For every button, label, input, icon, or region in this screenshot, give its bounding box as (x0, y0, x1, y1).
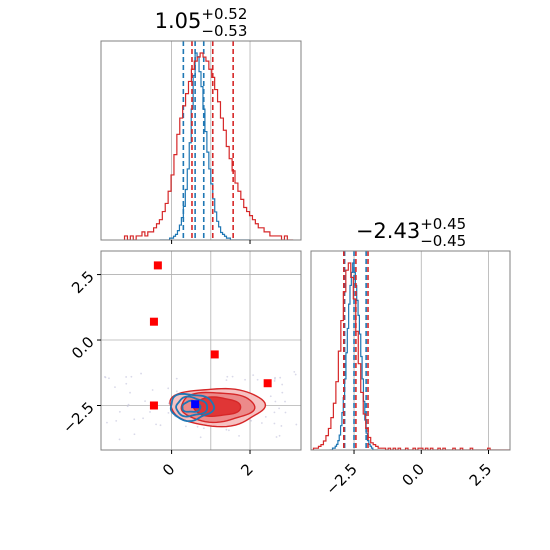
sample-point (252, 374, 255, 377)
sample-point (256, 378, 259, 381)
sample-point (106, 421, 108, 424)
sample-point (274, 376, 276, 379)
red-marker (210, 350, 219, 359)
sample-point (273, 411, 276, 414)
joint-panel-content (104, 261, 298, 441)
sample-point (104, 376, 107, 379)
joint-x-tick-label: 0 (159, 460, 178, 479)
sample-point (114, 386, 116, 389)
sample-point (175, 390, 178, 393)
red-hist-param1 (123, 52, 294, 240)
sample-point (280, 425, 283, 427)
top-panel-grid (171, 41, 251, 240)
sample-point (273, 422, 276, 425)
right-x-tick-label: −2.5 (322, 460, 360, 498)
sample-point (279, 376, 282, 379)
sample-point (281, 383, 284, 386)
sample-point (225, 428, 228, 431)
sample-point (199, 436, 202, 439)
sample-point (294, 373, 297, 376)
sample-point (244, 378, 246, 381)
sample-point (250, 419, 253, 422)
sample-point (284, 400, 286, 403)
sample-point (167, 411, 170, 414)
sample-point (140, 372, 142, 375)
sample-point (167, 402, 170, 405)
sample-point (226, 375, 229, 378)
param2-title: −2.43+0.45 −0.45 (356, 215, 466, 250)
sample-point (293, 370, 296, 373)
joint-x-tick-label: 2 (237, 460, 256, 479)
joint-y-tick-label: 0.0 (68, 333, 98, 363)
sample-point (269, 395, 272, 398)
sample-point (202, 427, 205, 430)
sample-point (118, 410, 121, 413)
sample-point (125, 376, 128, 378)
sample-point (264, 416, 267, 418)
blue-hist-param1 (159, 52, 251, 240)
top-panel-frame (100, 40, 302, 241)
right-panel-frame (310, 250, 511, 451)
sample-point (196, 425, 199, 428)
sample-point (115, 420, 118, 422)
right-x-tick-label: 2.5 (466, 460, 496, 490)
sample-point (133, 418, 136, 421)
sample-point (275, 436, 278, 438)
sample-point (149, 411, 151, 413)
sample-point (118, 438, 121, 441)
red-hist-param2 (311, 262, 510, 450)
sample-point (175, 377, 178, 380)
sample-point (284, 411, 287, 414)
red-marker (149, 401, 158, 410)
joint-y-tick-label: 2.5 (68, 267, 98, 297)
sample-point (238, 434, 240, 437)
sample-point (274, 400, 277, 403)
joint-panel-frame (100, 250, 302, 451)
sample-point (278, 407, 281, 410)
param1-title: 1.05+0.52 −0.53 (155, 5, 248, 40)
sample-point (129, 391, 131, 394)
sample-point (231, 375, 234, 378)
sample-point (151, 389, 154, 391)
joint-y-tick-label: −2.5 (59, 398, 97, 436)
sample-point (133, 433, 136, 436)
right-panel-grid (353, 251, 489, 450)
red-marker (263, 379, 272, 388)
right-x-tick-label: 0.0 (398, 460, 428, 490)
sample-point (155, 423, 157, 426)
sample-point (159, 424, 162, 427)
sample-point (108, 377, 110, 380)
sample-point (260, 422, 263, 424)
sample-point (127, 403, 130, 406)
sample-point (228, 429, 230, 432)
sample-point (130, 375, 133, 378)
sample-point (278, 434, 281, 437)
sample-point (281, 391, 284, 394)
sample-point (225, 379, 228, 382)
sample-point (144, 400, 146, 403)
sample-point (185, 425, 187, 428)
sample-point (125, 382, 128, 385)
blue-marker (191, 400, 200, 409)
sample-point (167, 387, 170, 390)
sample-point (295, 423, 298, 426)
blue-contour (175, 395, 209, 418)
sample-point (142, 417, 144, 420)
blue-contour (169, 392, 216, 423)
red-marker (149, 317, 158, 326)
sample-point (273, 379, 276, 382)
sample-point (126, 405, 129, 408)
red-marker (153, 261, 162, 270)
